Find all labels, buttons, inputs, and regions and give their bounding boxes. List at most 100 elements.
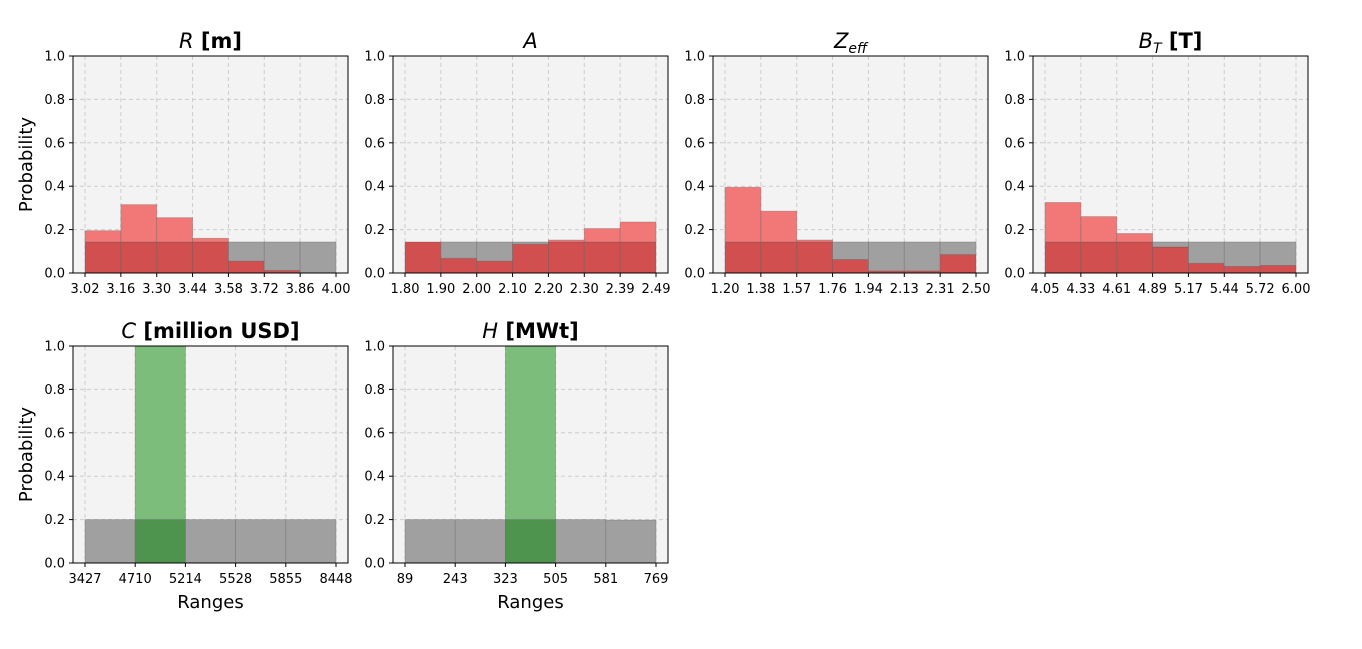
- x-tick-label: 2.39: [606, 282, 635, 297]
- y-tick-label: 0.8: [364, 93, 385, 108]
- bar-overlap: [476, 260, 513, 274]
- y-tick-label: 0.2: [44, 223, 65, 238]
- x-tick-label: 5214: [169, 572, 202, 587]
- bar-posterior: [548, 239, 585, 243]
- y-tick-label: 0.0: [1004, 267, 1025, 282]
- title-symbol: A: [521, 29, 537, 53]
- bar-prior: [1259, 241, 1297, 266]
- y-tick-label: 0.0: [44, 557, 65, 572]
- x-axis-label: Ranges: [177, 592, 243, 613]
- bar-posterior: [583, 228, 621, 243]
- chart-panel-3: 0.0 0.2 0.4 0.6 0.8 1.0 1.20 1.38 1.57 1.76 1.94 2.…: [684, 29, 990, 297]
- bar-posterior: [156, 217, 193, 243]
- bar-prior: [832, 241, 869, 260]
- bar-overlap: [120, 241, 158, 274]
- bar-prior: [84, 519, 136, 564]
- bar-prior: [299, 241, 337, 274]
- y-tick-label: 0.4: [44, 470, 65, 485]
- y-tick-label: 0.6: [44, 426, 65, 441]
- chart-title: H [MWt]: [482, 319, 578, 343]
- y-tick-label: 0.6: [364, 136, 385, 151]
- bar-prior: [263, 241, 301, 271]
- bar-posterior: [1044, 202, 1082, 243]
- bar-overlap: [724, 241, 762, 274]
- x-tick-label: 2.31: [926, 282, 955, 297]
- bar-overlap: [760, 241, 798, 274]
- y-tick-label: 0.4: [364, 470, 385, 485]
- title-subscript: T: [1153, 41, 1163, 57]
- x-tick-label: 3.86: [286, 282, 315, 297]
- title-symbol: R: [179, 29, 194, 53]
- bar-overlap: [583, 241, 621, 274]
- bar-prior: [868, 241, 905, 272]
- bar-overlap: [1044, 241, 1082, 274]
- x-tick-label: 5528: [219, 572, 252, 587]
- bar-overlap: [832, 259, 869, 274]
- x-tick-label: 4710: [119, 572, 152, 587]
- x-tick-label: 3.16: [106, 282, 135, 297]
- y-tick-label: 1.0: [44, 50, 65, 65]
- y-tick-label: 0.8: [44, 93, 65, 108]
- y-tick-label: 0.6: [364, 426, 385, 441]
- x-tick-label: 1.94: [854, 282, 883, 297]
- plot-frame: [712, 55, 989, 274]
- bar-overlap: [404, 241, 442, 274]
- chart-panel-5: 0.0 0.2 0.4 0.6 0.8 1.0 3427 4710 5214 5528 5855 84…: [16, 319, 353, 613]
- bar-prior: [476, 241, 513, 262]
- title-unit: [T]: [1162, 29, 1203, 53]
- x-tick-label: 1.38: [746, 282, 775, 297]
- x-tick-label: 1.20: [711, 282, 740, 297]
- y-tick-label: 0.4: [684, 180, 705, 195]
- bar-overlap: [1223, 266, 1261, 274]
- y-tick-label: 0.0: [364, 267, 385, 282]
- y-tick-label: 0.8: [364, 383, 385, 398]
- bar-prior: [903, 241, 941, 272]
- x-tick-label: 505: [543, 572, 568, 587]
- bar-overlap: [1188, 262, 1225, 274]
- title-unit: [m]: [194, 29, 242, 53]
- x-tick-label: 1.80: [391, 282, 420, 297]
- x-tick-label: 1.76: [818, 282, 847, 297]
- chart-title: R [m]: [179, 29, 242, 53]
- y-tick-label: 1.0: [44, 340, 65, 355]
- bar-posterior: [760, 210, 798, 243]
- x-tick-label: 4.89: [1138, 282, 1167, 297]
- bar-overlap: [548, 241, 585, 274]
- y-tick-label: 0.0: [684, 267, 705, 282]
- chart-panel-1: 0.0 0.2 0.4 0.6 0.8 1.0 3.02 3.16 3.30 3.44 3.58 3.…: [16, 29, 350, 297]
- chart-panel-6: 0.0 0.2 0.4 0.6 0.8 1.0 89 243 323 505 581 769 H [MW…: [364, 319, 669, 613]
- bar-overlap: [1116, 241, 1153, 274]
- x-tick-label: 1.90: [426, 282, 455, 297]
- y-tick-label: 0.8: [684, 93, 705, 108]
- bar-prior: [285, 519, 337, 564]
- plot-frame: [72, 55, 349, 274]
- bar-prior: [440, 241, 478, 259]
- y-tick-label: 0.6: [684, 136, 705, 151]
- bar-overlap: [192, 241, 229, 274]
- bar-prior: [454, 519, 506, 564]
- x-tick-label: 3427: [68, 572, 101, 587]
- plot-frame: [72, 345, 349, 564]
- y-tick-label: 0.4: [44, 180, 65, 195]
- bar-overlap: [504, 519, 556, 564]
- bar-posterior: [84, 230, 122, 243]
- x-tick-label: 5.72: [1246, 282, 1275, 297]
- bar-posterior: [619, 221, 657, 243]
- x-tick-label: 243: [443, 572, 468, 587]
- bar-overlap: [796, 241, 833, 274]
- bar-posterior: [724, 186, 762, 243]
- chart-panel-2: 0.0 0.2 0.4 0.6 0.8 1.0 1.80 1.90 2.00 2.10 2.20 2.…: [364, 29, 670, 297]
- bar-prior: [1188, 241, 1225, 264]
- bar-prior: [184, 519, 236, 564]
- chart-panel-4: 0.0 0.2 0.4 0.6 0.8 1.0 4.05 4.33 4.61 4.89 5.17 5.…: [1004, 29, 1310, 297]
- x-tick-label: 3.58: [214, 282, 243, 297]
- y-tick-label: 0.2: [684, 223, 705, 238]
- x-tick-label: 5.17: [1174, 282, 1203, 297]
- x-tick-label: 3.02: [71, 282, 100, 297]
- chart-title: BT [T]: [1139, 29, 1203, 57]
- bar-posterior: [134, 345, 186, 521]
- x-tick-label: 3.44: [178, 282, 207, 297]
- x-tick-label: 4.33: [1066, 282, 1095, 297]
- y-tick-label: 0.2: [44, 513, 65, 528]
- x-tick-label: 2.50: [962, 282, 991, 297]
